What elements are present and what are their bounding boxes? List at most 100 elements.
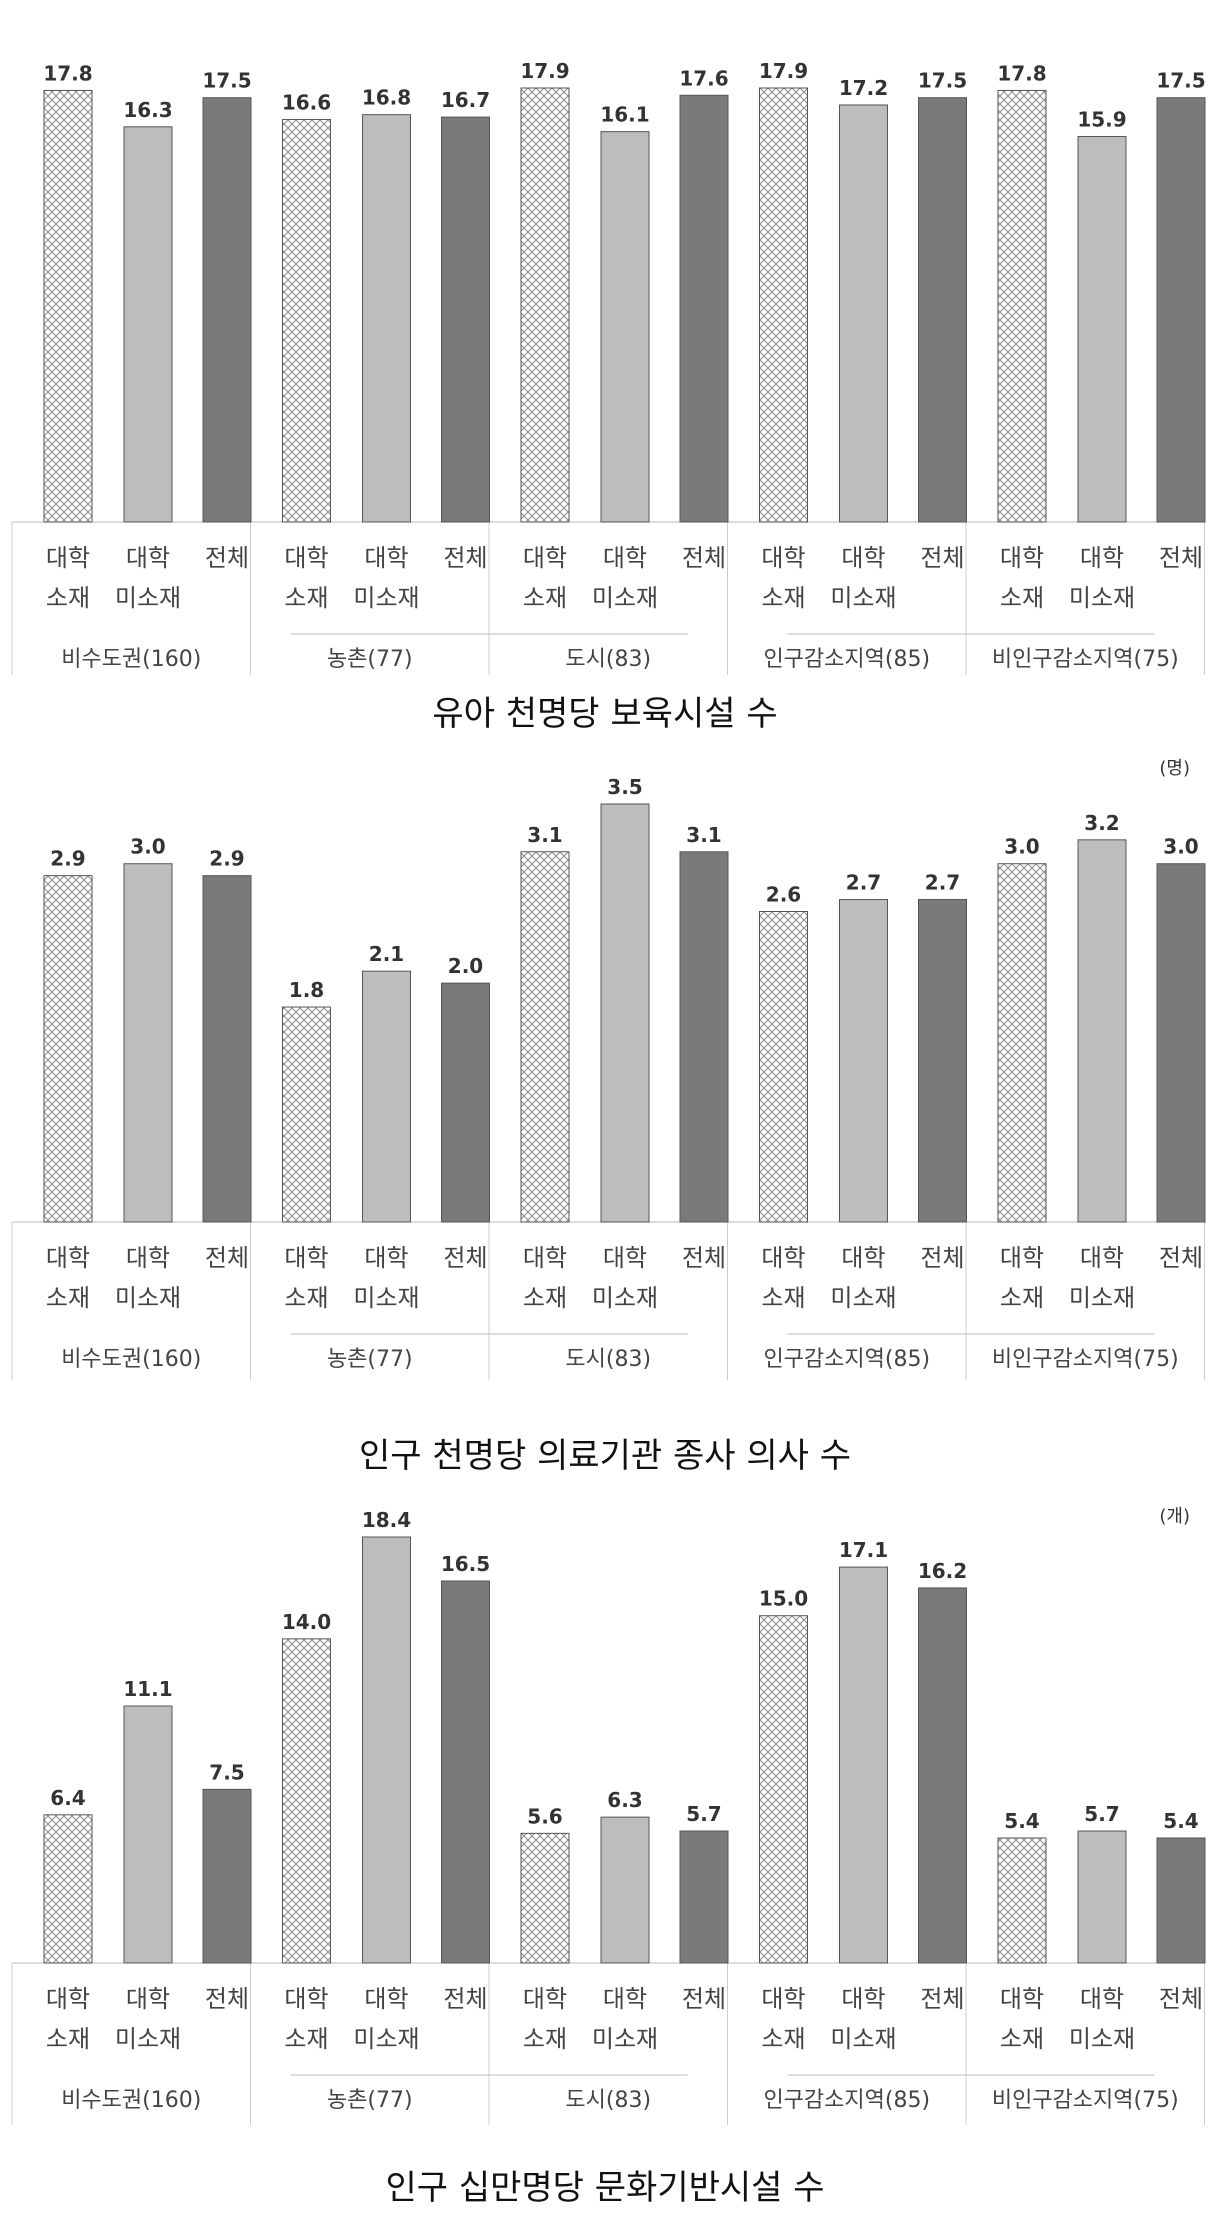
panel-doctors: (명) 2.9 대학 소재 3.0 대학 미소재 2.9 전체 비수도권(160) 1.8 대학 소재…: [0, 740, 1210, 1480]
bar: [997, 89, 1047, 523]
bar: [759, 910, 808, 1223]
bar: [282, 1638, 331, 1964]
group-label: 도시(83): [565, 647, 651, 672]
data-label: 17.5: [202, 69, 251, 93]
bar: [520, 851, 570, 1223]
data-label: 15.9: [1077, 107, 1126, 131]
category-label: 대학: [523, 1244, 567, 1272]
panel-childcare: 17.8 대학 소재 16.3 대학 미소재 17.5 전체 비수도권(160) 16.6 대학 소재…: [0, 0, 1210, 740]
bar: [839, 899, 888, 1223]
category-label: 대학: [126, 1244, 170, 1272]
category-label: 소재: [284, 1284, 328, 1312]
data-label: 18.4: [362, 1508, 411, 1532]
category-label: 소재: [1000, 584, 1044, 612]
bar: [441, 982, 490, 1223]
data-label: 3.2: [1084, 811, 1119, 835]
group-label: 비인구감소지역(75): [992, 1347, 1179, 1372]
category-label: 전체: [205, 1985, 249, 2013]
category-label: 전체: [682, 1244, 726, 1272]
group-label: 비인구감소지역(75): [992, 2088, 1179, 2113]
bar: [202, 875, 252, 1223]
bar: [282, 119, 331, 523]
bar: [839, 104, 888, 523]
data-label: 16.5: [441, 1552, 490, 1576]
bar: [918, 1587, 967, 1964]
group-label: 농촌(77): [327, 1347, 413, 1372]
data-label: 17.5: [918, 69, 967, 93]
category-label: 미소재: [1069, 1284, 1135, 1312]
bar: [759, 1615, 808, 1964]
category-label: 대학: [603, 544, 647, 572]
bar: [520, 1832, 570, 1964]
category-label: 미소재: [830, 2025, 896, 2053]
category-label: 소재: [1000, 2025, 1044, 2053]
data-label: 6.3: [607, 1788, 642, 1812]
category-label: 전체: [682, 1985, 726, 2013]
data-label: 3.0: [1004, 835, 1039, 859]
category-label: 소재: [46, 584, 90, 612]
data-label: 6.4: [50, 1786, 85, 1810]
data-label: 5.7: [686, 1802, 721, 1826]
bar: [43, 1814, 93, 1964]
category-label: 미소재: [115, 584, 181, 612]
category-label: 대학: [364, 1244, 408, 1272]
category-label: 소재: [523, 2025, 567, 2053]
chart-title: 인구 십만명당 문화기반시설 수: [385, 2168, 825, 2208]
category-label: 전체: [205, 544, 249, 572]
bar: [1156, 1837, 1206, 1964]
category-label: 미소재: [830, 584, 896, 612]
data-label: 17.8: [43, 61, 92, 85]
data-label: 5.6: [527, 1804, 562, 1828]
category-label: 미소재: [353, 2025, 419, 2053]
bar: [918, 97, 967, 523]
data-label: 14.0: [282, 1610, 331, 1634]
group-label: 농촌(77): [327, 2088, 413, 2113]
bar: [123, 126, 173, 523]
bar: [997, 863, 1047, 1223]
data-label: 16.8: [362, 86, 411, 110]
category-label: 대학: [603, 1985, 647, 2013]
category-label: 대학: [1000, 544, 1044, 572]
bar: [362, 1536, 411, 1964]
category-label: 대학: [603, 1244, 647, 1272]
bar: [679, 1830, 729, 1964]
category-label: 소재: [46, 1284, 90, 1312]
bar: [43, 875, 93, 1223]
category-label: 대학: [1080, 1244, 1124, 1272]
group-label: 비인구감소지역(75): [992, 647, 1179, 672]
bar: [123, 1705, 173, 1964]
category-label: 소재: [1000, 1284, 1044, 1312]
data-label: 16.7: [441, 88, 490, 112]
category-label: 미소재: [115, 1284, 181, 1312]
data-label: 3.1: [527, 823, 562, 847]
bar: [1077, 1830, 1127, 1964]
data-label: 16.6: [282, 91, 331, 115]
bar: [1156, 97, 1206, 523]
data-label: 16.2: [918, 1559, 967, 1583]
bar: [282, 1006, 331, 1223]
group-label: 농촌(77): [327, 647, 413, 672]
category-label: 대학: [126, 1985, 170, 2013]
data-label: 2.7: [846, 871, 881, 895]
data-label: 3.5: [607, 775, 642, 799]
bar: [441, 1580, 490, 1964]
data-label: 5.4: [1163, 1809, 1198, 1833]
data-label: 2.1: [369, 942, 404, 966]
bar: [600, 1816, 650, 1964]
data-label: 1.8: [289, 978, 324, 1002]
data-label: 5.4: [1004, 1809, 1039, 1833]
bar: [202, 1788, 252, 1964]
bar: [1156, 863, 1206, 1223]
data-label: 16.1: [600, 103, 649, 127]
bar: [362, 114, 411, 523]
category-label: 대학: [284, 1244, 328, 1272]
category-label: 미소재: [353, 584, 419, 612]
bar: [1077, 839, 1127, 1223]
category-label: 소재: [761, 584, 805, 612]
data-label: 17.8: [997, 61, 1046, 85]
category-label: 대학: [1000, 1244, 1044, 1272]
group-label: 인구감소지역(85): [763, 1347, 930, 1372]
data-label: 2.9: [50, 847, 85, 871]
category-label: 대학: [46, 1985, 90, 2013]
